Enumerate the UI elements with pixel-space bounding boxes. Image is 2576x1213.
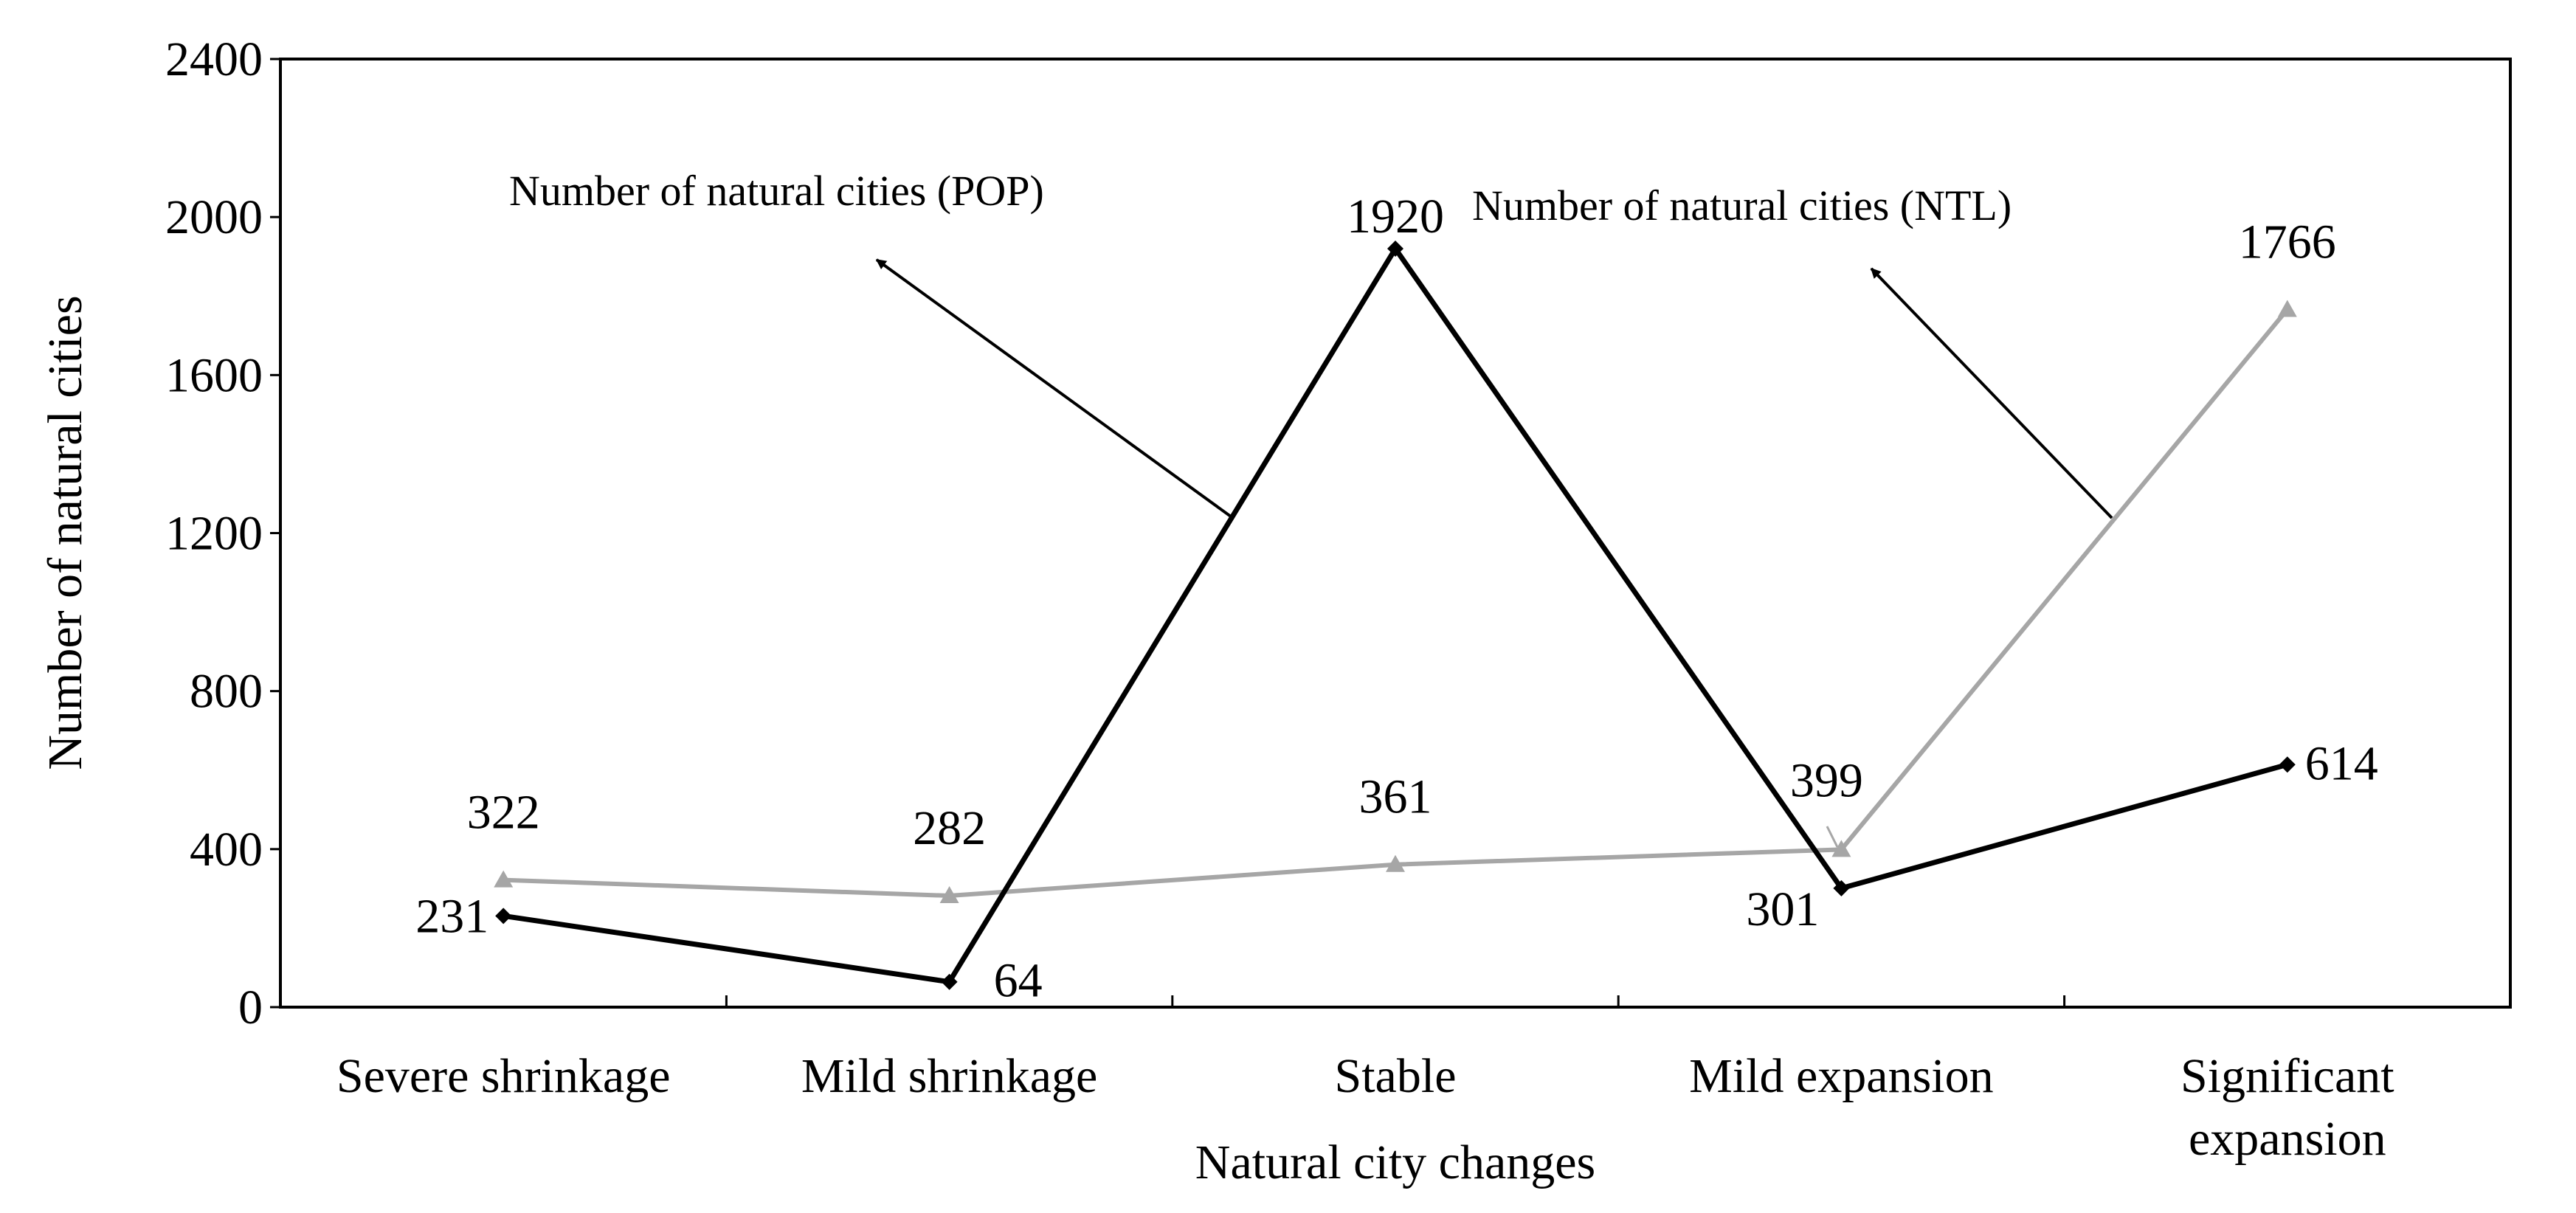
data-point [939,886,959,904]
x-category-label: Severe shrinkage [336,1049,671,1103]
y-tick-label: 800 [190,665,263,719]
data-point [1833,879,1850,896]
annotation-layer: Number of natural cities (POP) Number of … [509,167,2113,519]
data-label: 361 [1359,770,1432,824]
data-label: 282 [913,801,986,855]
data-labels-layer: 231 64 1920 301 614 322 282 361 399 1766 [415,190,2378,1008]
series-layer [494,241,2297,990]
y-tick-label: 400 [190,823,263,877]
data-point [1387,241,1403,257]
x-category-label: Stable [1335,1049,1457,1103]
data-label: 301 [1746,882,1819,936]
axis-ticks: 0 400 800 1200 1600 2000 2400 Severe shrinkage M… [165,32,2394,1166]
data-label: 1920 [1347,190,1444,243]
x-category-label: expansion [2189,1112,2386,1166]
x-category-label: Mild shrinkage [801,1049,1097,1103]
label-leader [1826,826,1839,848]
data-point [2277,300,2297,317]
y-tick-label: 0 [238,981,263,1034]
data-point [2279,756,2296,773]
y-tick-label: 1200 [165,507,263,561]
data-point [1831,840,1851,857]
data-point [495,908,512,925]
data-point [494,870,514,888]
data-label: 399 [1790,753,1863,807]
data-label: 1766 [2239,215,2336,269]
data-label: 231 [415,889,488,943]
y-tick-label: 2400 [165,32,263,86]
annotation-arrow [1870,267,2113,519]
x-category-label: Mild expansion [1689,1049,1993,1103]
annotation-arrow [875,258,1232,518]
y-tick-label: 2000 [165,190,263,244]
data-label: 614 [2305,736,2378,790]
x-axis-title: Natural city changes [1195,1136,1595,1189]
y-tick-label: 1600 [165,348,263,402]
x-category-label: Significant [2180,1049,2394,1103]
data-point [941,973,958,990]
data-label: 322 [467,786,540,840]
data-label: 64 [994,954,1043,1008]
series-annotation: Number of natural cities (POP) [509,167,1044,215]
y-axis-title: Number of natural cities [38,295,92,770]
series-annotation: Number of natural cities (NTL) [1472,182,2012,229]
data-point [1386,854,1405,872]
